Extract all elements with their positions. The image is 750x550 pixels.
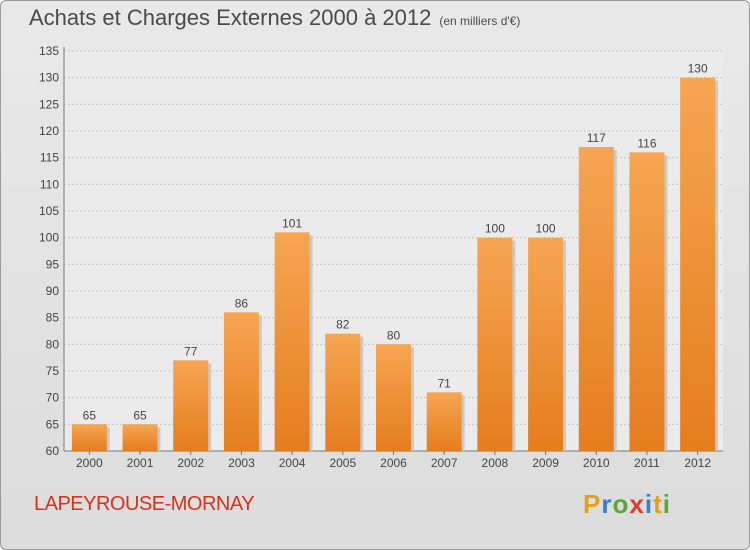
logo-letter: P [583,489,602,519]
logo-letter: t [653,489,663,519]
y-tick-label: 120 [39,124,59,138]
y-tick-label: 80 [46,337,60,351]
x-tick-label: 2003 [228,456,255,470]
x-tick-label: 2004 [279,456,306,470]
bar-value-label: 116 [637,136,656,150]
x-tick-label: 2006 [380,456,407,470]
x-tick-label: 2001 [127,456,154,470]
y-tick-label: 85 [46,311,60,325]
chart-title-text: Achats et Charges Externes 2000 à 2012 [29,5,432,30]
y-tick-label: 65 [46,417,60,431]
bar-value-label: 86 [235,296,249,310]
x-tick-label: 2012 [684,456,711,470]
x-tick-label: 2011 [634,456,660,470]
y-tick-label: 70 [46,391,60,405]
logo-letter: i [644,489,654,519]
y-tick-label: 75 [46,364,60,378]
bar-2009 [528,237,564,451]
bar-value-label: 77 [184,344,198,358]
y-tick-label: 95 [46,257,60,271]
logo-letter: i [662,489,671,519]
unit-note: (en milliers d'€) [439,14,521,28]
bar-2007 [426,392,462,451]
y-tick-label: 135 [39,44,59,58]
commune-name: LAPEYROUSE-MORNAY [34,493,255,515]
x-tick-label: 2009 [532,456,559,470]
y-tick-label: 100 [39,231,59,245]
proxiti-logo: Proxiti [583,489,671,520]
bar-value-label: 101 [282,216,302,230]
chart-title: Achats et Charges Externes 2000 à 2012 (e… [29,5,520,31]
x-tick-label: 2007 [431,456,458,470]
bar-2000 [71,424,107,451]
bar-2008 [477,237,513,451]
bar-value-label: 100 [536,222,556,236]
bar-value-label: 71 [438,376,452,390]
bar-2004 [274,232,310,451]
bar-value-label: 65 [83,408,97,422]
x-tick-label: 2005 [329,456,356,470]
x-tick-label: 2002 [177,456,204,470]
logo-letter: x [629,489,645,519]
y-tick-label: 115 [40,151,59,165]
bar-2001 [122,424,158,451]
x-tick-label: 2000 [76,456,103,470]
y-tick-label: 105 [39,204,59,218]
y-tick-label: 125 [39,97,59,111]
logo-letter: r [601,489,613,519]
bar-2011 [629,152,665,452]
y-tick-label: 60 [46,444,60,458]
x-tick-label: 2010 [583,456,610,470]
bar-2012 [680,77,716,452]
y-tick-label: 90 [46,284,60,298]
bar-value-label: 117 [587,131,606,145]
y-tick-label: 130 [39,71,59,85]
logo-letter: o [612,489,630,519]
bar-2003 [223,312,259,451]
bar-value-label: 82 [336,318,350,332]
bar-value-label: 130 [688,62,708,76]
bar-value-label: 65 [133,408,147,422]
bar-value-label: 100 [485,222,505,236]
bar-value-label: 80 [387,328,401,342]
y-tick-label: 110 [40,177,59,191]
x-tick-label: 2008 [482,456,509,470]
bar-2002 [173,360,209,451]
bar-2010 [578,147,614,451]
bar-2006 [376,344,411,451]
bar-2005 [325,333,361,451]
